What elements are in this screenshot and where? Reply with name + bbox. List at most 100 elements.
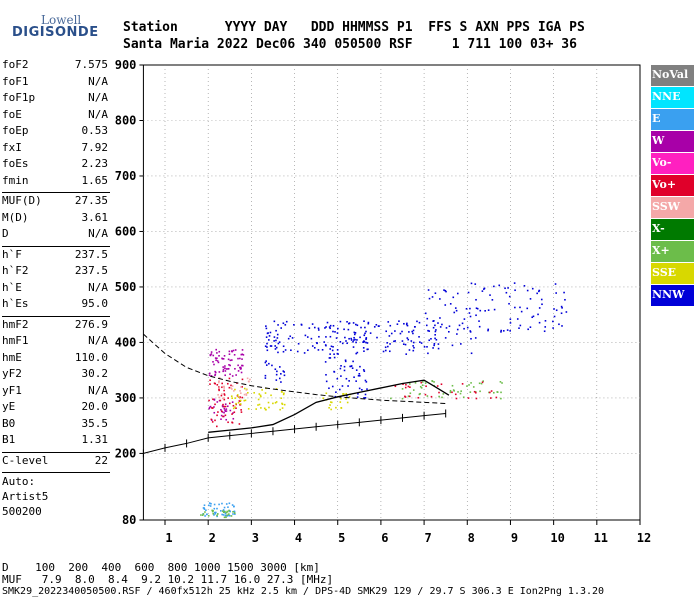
- echo-point-nnw: [523, 285, 526, 287]
- echo-point-sse: [257, 404, 259, 406]
- echo-point-sse: [322, 397, 325, 400]
- panel-divider: [2, 472, 110, 473]
- echo-point-w: [231, 401, 234, 403]
- param-row-clevel: C-level 22: [2, 454, 110, 471]
- echo-point-vo: [241, 386, 243, 388]
- echo-point-e: [228, 514, 231, 517]
- echo-point-nnw: [431, 296, 434, 298]
- echo-point-nnw: [451, 344, 454, 347]
- echo-point-nnw: [448, 330, 450, 333]
- echo-point-w: [220, 418, 222, 421]
- echo-point-vo: [223, 398, 226, 401]
- x-tick-label: 8: [468, 531, 475, 545]
- echo-point-nnw: [343, 365, 346, 368]
- echo-point-nnw: [500, 331, 502, 333]
- echo-point-vo: [218, 388, 220, 391]
- echo-point-e: [216, 507, 218, 510]
- echo-point-vo: [417, 396, 420, 399]
- legend: NoVal NNE E W Vo- Vo+ SSW X- X+ SSE NNW: [651, 65, 694, 307]
- echo-point-nnw: [264, 374, 267, 377]
- echo-point-sse: [253, 391, 255, 394]
- echo-point-nnw: [355, 341, 357, 344]
- echo-point-nnw: [389, 324, 392, 327]
- echo-point-nnw: [493, 285, 495, 288]
- echo-point-nnw: [475, 307, 478, 310]
- y-tick-label: 900: [115, 58, 137, 72]
- echo-point-nnw: [508, 302, 510, 305]
- echo-point-x: [225, 516, 227, 519]
- echo-point-nnw: [531, 316, 534, 319]
- echo-point-nnw: [341, 385, 344, 387]
- echo-point-ssw: [246, 377, 249, 380]
- echo-point-nnw: [363, 370, 366, 373]
- echo-point-w: [217, 361, 220, 364]
- echo-point-w: [241, 353, 244, 356]
- echo-point-ssw: [218, 381, 220, 384]
- echo-point-nnw: [527, 328, 529, 331]
- echo-point-nnw: [304, 334, 307, 337]
- echo-point-nnw: [275, 339, 277, 342]
- echo-point-nnw: [365, 337, 368, 339]
- echo-point-nnw: [553, 315, 556, 318]
- echo-point-w: [242, 354, 245, 356]
- echo-point-nnw: [364, 379, 367, 382]
- echo-point-w: [210, 351, 213, 353]
- echo-point-nnw: [560, 312, 563, 315]
- echo-point-nnw: [275, 379, 278, 381]
- echo-point-e: [228, 514, 230, 517]
- echo-point-nnw: [453, 311, 456, 314]
- echo-point-nnw: [274, 345, 277, 347]
- param-row-fof1: foF1 N/A: [2, 75, 110, 92]
- echo-point-sse: [258, 403, 261, 406]
- echo-point-nnw: [427, 289, 430, 291]
- echo-point-x: [501, 382, 503, 384]
- echo-point-x: [201, 514, 204, 516]
- echo-point-nnw: [306, 336, 309, 338]
- echo-point-nnw: [359, 336, 361, 339]
- param-key: yE: [2, 400, 16, 413]
- param-value: N/A: [88, 227, 108, 240]
- echo-point-nnw: [413, 346, 415, 349]
- echo-point-nnw: [364, 332, 366, 335]
- echo-point-w: [213, 399, 216, 401]
- echo-point-vo: [430, 395, 433, 398]
- param-value: 7.92: [81, 140, 109, 154]
- x-tick-label: 1: [165, 531, 172, 545]
- echo-point-nnw: [337, 327, 339, 330]
- echo-point-nnw: [444, 304, 447, 306]
- echo-point-x: [202, 513, 205, 515]
- x-tick-label: 11: [594, 531, 608, 545]
- echo-point-w: [214, 373, 217, 376]
- echo-point-nnw: [265, 325, 267, 327]
- echo-point-vo: [394, 385, 397, 388]
- echo-point-sse: [237, 401, 240, 404]
- echo-point-vo: [489, 397, 492, 399]
- echo-point-nnw: [406, 322, 408, 325]
- echo-point-ssw: [218, 376, 221, 379]
- x-tick-label: 6: [381, 531, 388, 545]
- echo-point-sse: [279, 408, 281, 411]
- echo-point-w: [228, 353, 231, 356]
- echo-point-vo: [228, 402, 231, 405]
- echo-point-nnw: [350, 365, 353, 367]
- echo-point-e: [234, 513, 236, 515]
- echo-point-vo: [223, 393, 226, 395]
- echo-point-x: [499, 381, 502, 383]
- echo-point-ssw: [243, 393, 246, 396]
- echo-point-nnw: [402, 343, 405, 345]
- echo-point-nnw: [394, 330, 396, 332]
- echo-point-w: [216, 352, 218, 354]
- echo-point-nnw: [423, 346, 426, 348]
- echo-point-nnw: [434, 337, 436, 340]
- echo-point-nnw: [561, 307, 563, 309]
- echo-point-nnw: [283, 374, 286, 377]
- echo-point-nnw: [366, 342, 369, 344]
- echo-point-nnw: [513, 282, 516, 284]
- param-key: foF2: [2, 58, 29, 71]
- x-tick-label: 9: [511, 531, 518, 545]
- echo-point-nnw: [339, 367, 342, 370]
- echo-point-nnw: [336, 352, 339, 355]
- echo-point-x: [225, 511, 228, 514]
- echo-point-nnw: [355, 352, 358, 355]
- echo-point-nnw: [541, 303, 543, 306]
